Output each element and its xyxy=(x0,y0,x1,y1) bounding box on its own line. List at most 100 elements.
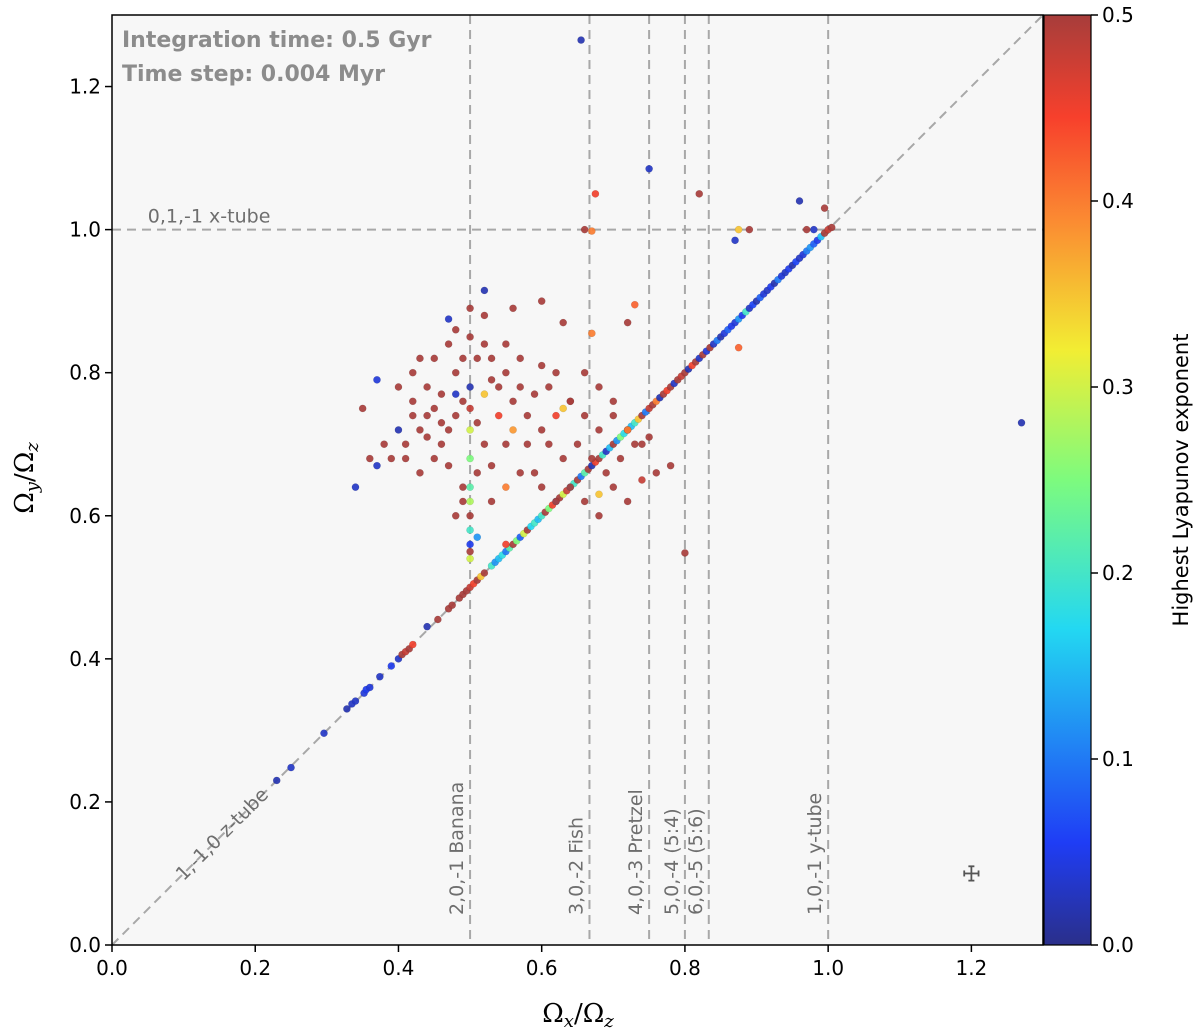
data-point xyxy=(652,468,661,477)
data-point xyxy=(795,197,804,205)
data-point xyxy=(580,368,589,377)
data-point xyxy=(416,468,424,477)
y-axis-title: Ωy/Ωz xyxy=(10,442,43,514)
x-axis-ticks: 0.0 0.2 0.4 0.6 0.8 1.0 1.2 xyxy=(96,945,987,980)
data-point xyxy=(587,454,596,463)
data-point xyxy=(480,286,489,295)
data-point xyxy=(430,454,439,463)
data-point xyxy=(466,404,474,413)
data-point xyxy=(509,426,517,434)
colorbar-tick-label: 0.2 xyxy=(1102,561,1134,585)
colorbar-tick-label: 0.5 xyxy=(1102,3,1134,27)
data-point xyxy=(509,304,517,313)
data-point xyxy=(638,440,646,449)
data-point xyxy=(530,390,539,399)
data-point xyxy=(466,540,474,549)
data-point xyxy=(394,383,403,391)
y-tick-label: 0.4 xyxy=(69,647,101,671)
data-point xyxy=(523,440,532,449)
data-point xyxy=(802,225,811,234)
data-point xyxy=(577,36,585,44)
data-point xyxy=(358,404,367,413)
data-point xyxy=(394,426,403,434)
y-tick-label: 0.8 xyxy=(69,361,101,385)
data-point xyxy=(408,397,417,406)
x-tick-label: 0.0 xyxy=(96,956,128,980)
data-point xyxy=(630,300,639,309)
error-bar xyxy=(963,865,980,882)
data-point xyxy=(473,418,482,427)
data-point xyxy=(645,164,653,173)
diagonal-line xyxy=(111,14,1044,946)
data-point xyxy=(459,397,467,406)
data-point xyxy=(609,483,618,492)
data-point xyxy=(430,404,439,413)
data-point xyxy=(580,411,589,420)
horizontal-ref-label: 0,1,-1 x-tube xyxy=(148,206,271,228)
data-point xyxy=(408,640,417,649)
data-point xyxy=(466,511,474,520)
data-point xyxy=(552,411,560,420)
y-tick-label: 0.2 xyxy=(69,790,101,814)
data-point xyxy=(466,483,474,492)
data-point xyxy=(487,354,496,363)
data-point xyxy=(423,433,431,441)
data-point xyxy=(444,315,453,323)
data-point xyxy=(516,468,525,477)
data-point xyxy=(809,225,818,234)
data-point xyxy=(401,440,410,449)
data-point xyxy=(502,368,510,377)
data-point xyxy=(466,497,474,506)
data-point xyxy=(373,375,381,384)
data-point xyxy=(602,468,610,477)
x-tick-label: 0.8 xyxy=(669,956,701,980)
data-point xyxy=(595,511,603,520)
data-point xyxy=(734,225,743,234)
colorbar-ticks: 0.0 0.1 0.2 0.3 0.4 0.5 xyxy=(1091,3,1134,957)
data-point xyxy=(552,368,560,377)
data-point xyxy=(827,223,836,232)
data-point xyxy=(466,547,474,556)
data-point xyxy=(559,318,568,327)
y-tick-label: 0.0 xyxy=(69,933,101,957)
data-point xyxy=(451,390,460,399)
data-point xyxy=(595,383,603,391)
data-point xyxy=(820,204,829,213)
vertical-ref-label: 3,0,-2 Fish xyxy=(565,817,587,915)
data-points xyxy=(272,36,1026,785)
y-tick-label: 1.2 xyxy=(69,75,101,99)
data-point xyxy=(487,497,496,506)
data-point xyxy=(423,411,431,420)
x-tick-label: 1.2 xyxy=(955,956,987,980)
data-point xyxy=(595,426,603,434)
data-point xyxy=(365,454,374,463)
data-point xyxy=(530,468,539,477)
data-point xyxy=(473,354,482,363)
data-point xyxy=(623,426,632,434)
data-point xyxy=(537,297,546,306)
data-point xyxy=(487,375,496,384)
data-point xyxy=(494,383,503,391)
data-point xyxy=(559,454,568,463)
data-point xyxy=(351,697,360,705)
data-point xyxy=(480,569,489,577)
data-point xyxy=(545,440,553,449)
data-point xyxy=(423,622,431,631)
data-point xyxy=(351,483,360,492)
data-point xyxy=(645,433,653,441)
data-point xyxy=(459,483,467,492)
colorbar-tick-label: 0.3 xyxy=(1102,375,1134,399)
data-point xyxy=(343,705,351,713)
data-point xyxy=(375,672,384,681)
data-point xyxy=(516,354,525,363)
data-point xyxy=(459,497,467,506)
data-point xyxy=(466,304,474,313)
data-point xyxy=(480,340,489,348)
data-point xyxy=(545,383,553,391)
vertical-ref-label: 5,0,-4 (5:4) xyxy=(661,808,683,915)
data-point xyxy=(480,390,489,399)
data-point xyxy=(559,404,568,413)
x-tick-label: 0.6 xyxy=(526,956,558,980)
data-point xyxy=(473,468,482,477)
